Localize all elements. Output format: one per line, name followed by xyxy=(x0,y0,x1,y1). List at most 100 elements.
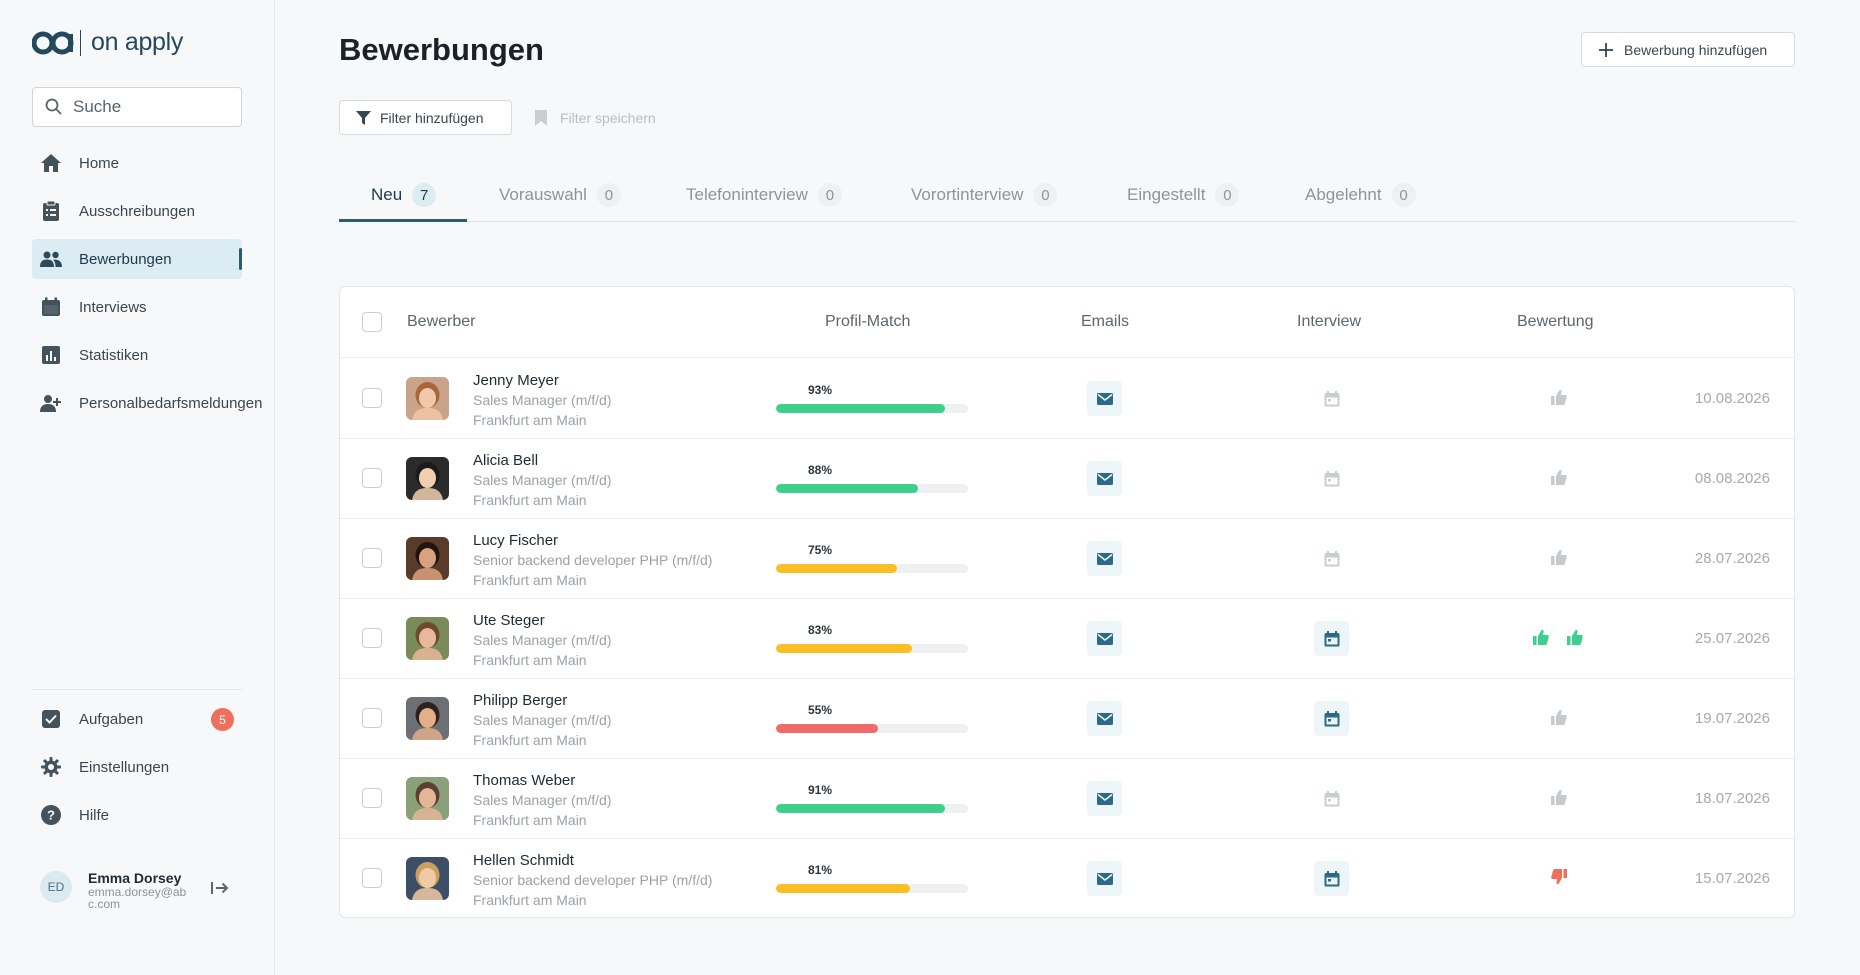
calendar-icon xyxy=(1324,710,1340,727)
sidebar-item-label: Home xyxy=(79,154,120,172)
interview-button[interactable] xyxy=(1314,861,1349,896)
application-date: 10.08.2026 xyxy=(1694,390,1770,407)
rating-button[interactable] xyxy=(1551,549,1567,570)
match-percentage: 75% xyxy=(807,543,833,557)
email-button[interactable] xyxy=(1087,861,1122,896)
mail-icon xyxy=(1096,392,1113,405)
row-checkbox[interactable] xyxy=(362,628,382,648)
sidebar-item-einstellungen[interactable]: Einstellungen xyxy=(32,747,242,787)
sidebar-item-personalbedarfsmeldungen[interactable]: Personalbedarfsmeldungen xyxy=(32,383,262,423)
table-row[interactable]: Thomas Weber Sales Manager (m/f/d) Frankfu… xyxy=(340,759,1794,839)
match-percentage: 88% xyxy=(807,463,833,477)
calendar-icon xyxy=(1324,790,1340,807)
table-row[interactable]: Ute Steger Sales Manager (m/f/d) Frankfurt… xyxy=(340,599,1794,679)
match-progress-bar xyxy=(776,724,968,733)
match-progress-fill xyxy=(776,484,919,493)
applicant-job: Sales Manager (m/f/d) xyxy=(473,792,612,808)
email-button[interactable] xyxy=(1087,781,1122,816)
applicant-name[interactable]: Ute Steger xyxy=(473,612,545,629)
table-row[interactable]: Alicia Bell Sales Manager (m/f/d) Frankfur… xyxy=(340,439,1794,519)
applicant-job: Senior backend developer PHP (m/f/d) xyxy=(473,872,713,888)
rating-button[interactable] xyxy=(1551,789,1567,810)
interview-button[interactable] xyxy=(1314,781,1349,816)
row-checkbox[interactable] xyxy=(362,708,382,728)
row-checkbox[interactable] xyxy=(362,788,382,808)
tab-vorauswahl[interactable]: Vorauswahl 0 xyxy=(499,180,621,222)
sidebar-item-hilfe[interactable]: ? Hilfe xyxy=(32,795,242,835)
tab-neu[interactable]: Neu 7 xyxy=(339,180,467,222)
add-filter-button[interactable]: Filter hinzufügen xyxy=(339,100,512,135)
select-all-checkbox[interactable] xyxy=(362,312,382,332)
tab-telefoninterview[interactable]: Telefoninterview 0 xyxy=(686,180,842,222)
email-button[interactable] xyxy=(1087,541,1122,576)
applicant-name[interactable]: Thomas Weber xyxy=(473,772,576,789)
search-icon xyxy=(45,98,62,115)
sidebar-item-label: Personalbedarfsmeldungen xyxy=(79,394,263,412)
sidebar-item-label: Ausschreibungen xyxy=(79,202,195,220)
thumbs-up-icon xyxy=(1551,549,1567,570)
email-button[interactable] xyxy=(1087,461,1122,496)
sidebar-item-ausschreibungen[interactable]: Ausschreibungen xyxy=(32,191,242,231)
user-profile[interactable]: ED Emma Dorsey emma.dorsey@abc.com xyxy=(40,870,188,911)
applicant-photo xyxy=(406,377,449,420)
sidebar: on apply Suche Home Ausschreibungen Bewe… xyxy=(0,0,275,975)
match-percentage: 91% xyxy=(807,783,833,797)
interview-button[interactable] xyxy=(1314,541,1349,576)
sidebar-item-bewerbungen[interactable]: Bewerbungen xyxy=(32,239,242,279)
applicant-name[interactable]: Alicia Bell xyxy=(473,452,539,469)
table-row[interactable]: Philipp Berger Sales Manager (m/f/d) Frank… xyxy=(340,679,1794,759)
tab-vorortinterview[interactable]: Vorortinterview 0 xyxy=(911,180,1058,222)
tab-eingestellt[interactable]: Eingestellt 0 xyxy=(1127,180,1240,222)
applicant-name[interactable]: Lucy Fischer xyxy=(473,532,559,549)
save-filter-button[interactable]: Filter speichern xyxy=(535,100,656,135)
sidebar-item-statistiken[interactable]: Statistiken xyxy=(32,335,242,375)
rating-button[interactable] xyxy=(1551,469,1567,490)
page-title: Bewerbungen xyxy=(339,32,544,67)
interview-button[interactable] xyxy=(1314,381,1349,416)
thumbs-up-icon xyxy=(1551,389,1567,410)
add-application-button[interactable]: Bewerbung hinzufügen xyxy=(1581,32,1795,67)
table-row[interactable]: Hellen Schmidt Senior backend developer P… xyxy=(340,839,1794,919)
search-input[interactable]: Suche xyxy=(32,87,242,127)
match-percentage: 81% xyxy=(807,863,833,877)
interview-button[interactable] xyxy=(1314,701,1349,736)
row-checkbox[interactable] xyxy=(362,868,382,888)
column-header-applicant: Bewerber xyxy=(407,313,476,330)
application-date: 08.08.2026 xyxy=(1694,470,1770,487)
mail-icon xyxy=(1096,712,1113,725)
logo[interactable]: on apply xyxy=(32,28,183,57)
user-email: emma.dorsey@abc.com xyxy=(88,885,187,911)
table-row[interactable]: Jenny Meyer Sales Manager (m/f/d) Frankfur… xyxy=(340,359,1794,439)
row-checkbox[interactable] xyxy=(362,468,382,488)
tab-label: Vorortinterview xyxy=(911,185,1024,204)
calendar-icon xyxy=(1324,470,1340,487)
home-icon xyxy=(40,152,62,174)
email-button[interactable] xyxy=(1087,381,1122,416)
avatar: ED xyxy=(40,871,72,903)
applicant-name[interactable]: Hellen Schmidt xyxy=(473,852,574,869)
row-checkbox[interactable] xyxy=(362,388,382,408)
logout-icon[interactable] xyxy=(210,880,230,901)
email-button[interactable] xyxy=(1087,621,1122,656)
applicant-name[interactable]: Jenny Meyer xyxy=(473,372,559,389)
tab-abgelehnt[interactable]: Abgelehnt 0 xyxy=(1305,180,1416,222)
interview-button[interactable] xyxy=(1314,461,1349,496)
sidebar-item-home[interactable]: Home xyxy=(32,143,242,183)
mail-icon xyxy=(1096,632,1113,645)
sidebar-item-aufgaben[interactable]: Aufgaben 5 xyxy=(32,699,242,739)
applicant-job: Sales Manager (m/f/d) xyxy=(473,712,612,728)
applicant-name[interactable]: Philipp Berger xyxy=(473,692,568,709)
rating-button[interactable] xyxy=(1551,389,1567,410)
interview-button[interactable] xyxy=(1314,621,1349,656)
rating-thumbs-down[interactable] xyxy=(1551,869,1567,890)
applicant-city: Frankfurt am Main xyxy=(473,892,587,908)
match-progress-bar xyxy=(776,884,968,893)
sidebar-item-label: Aufgaben xyxy=(79,710,144,728)
table-row[interactable]: Lucy Fischer Senior backend developer PHP… xyxy=(340,519,1794,599)
match-progress-bar xyxy=(776,484,968,493)
row-checkbox[interactable] xyxy=(362,548,382,568)
rating-thumbs-up[interactable] xyxy=(1533,629,1583,650)
email-button[interactable] xyxy=(1087,701,1122,736)
rating-button[interactable] xyxy=(1551,709,1567,730)
sidebar-item-interviews[interactable]: Interviews xyxy=(32,287,242,327)
